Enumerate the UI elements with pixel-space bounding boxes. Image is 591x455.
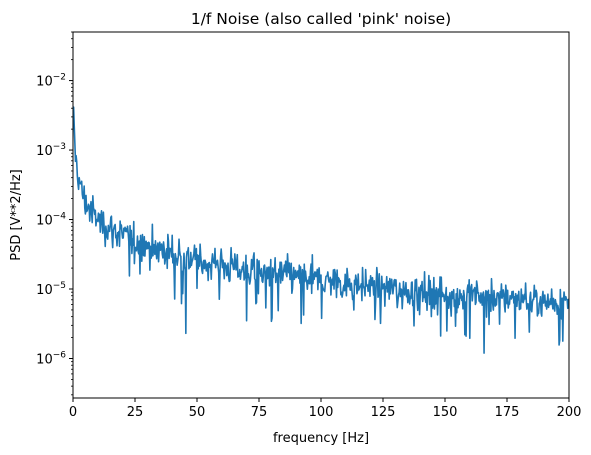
y-axis-ticks: 10−2 10−3 10−4 10−5 10−6 — [36, 31, 73, 396]
plot-frame — [72, 31, 570, 399]
x-tick-label: 200 — [557, 405, 582, 420]
x-tick-label: 150 — [433, 405, 458, 420]
x-tick-label: 50 — [189, 405, 206, 420]
y-tick-label: 10−4 — [36, 212, 66, 229]
y-axis-label: PSD [V**2/Hz] — [9, 169, 24, 261]
x-tick-label: 25 — [127, 405, 144, 420]
y-tick-label: 10−2 — [36, 73, 66, 90]
x-tick-label: 75 — [251, 405, 268, 420]
x-tick-label: 100 — [309, 405, 334, 420]
y-tick-label: 10−6 — [36, 350, 66, 367]
series-layer — [73, 106, 569, 354]
y-tick-label: 10−3 — [36, 142, 66, 159]
x-axis-label: frequency [Hz] — [273, 431, 369, 446]
x-tick-label: 175 — [495, 405, 520, 420]
x-tick-label: 0 — [69, 405, 77, 420]
psd-series-line — [73, 106, 569, 354]
chart-title: 1/f Noise (also called 'pink' noise) — [191, 10, 451, 28]
x-axis-ticks: 0 25 50 75 100 125 150 175 200 — [69, 398, 582, 420]
x-tick-label: 125 — [371, 405, 396, 420]
y-tick-label: 10−5 — [36, 281, 66, 298]
